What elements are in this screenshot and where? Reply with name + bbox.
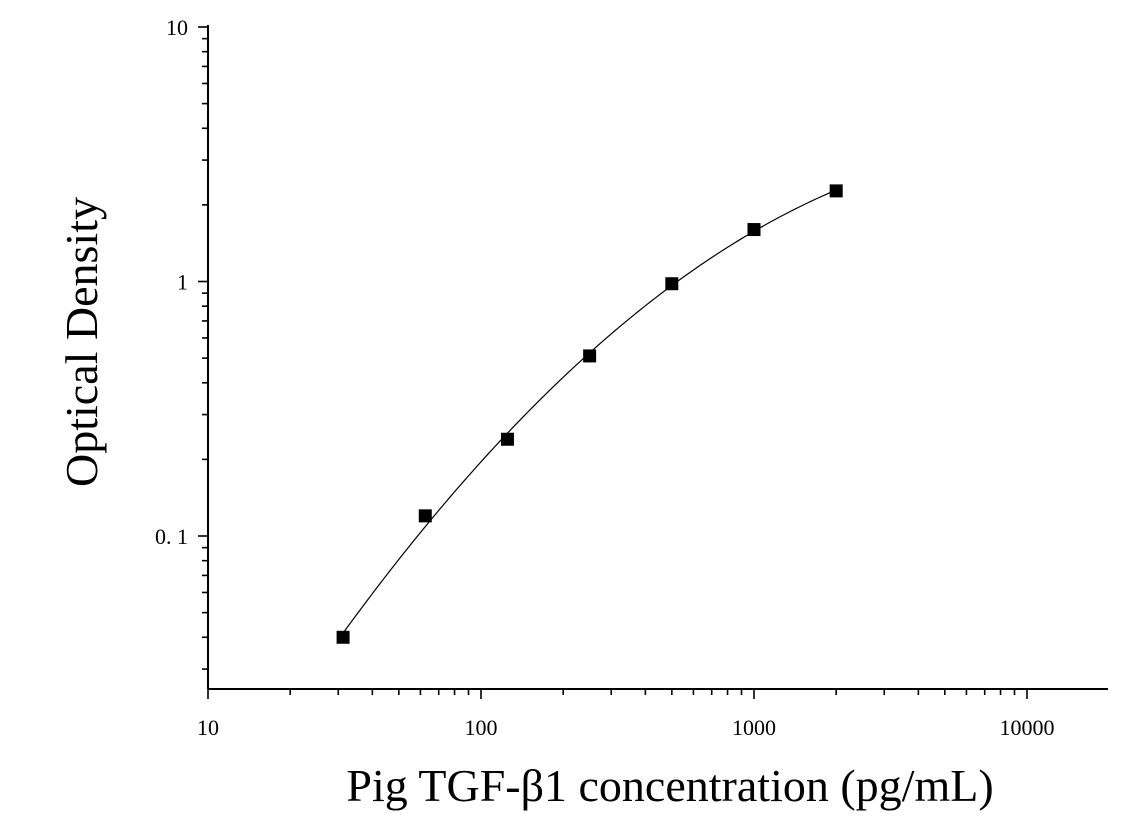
data-point [336,630,350,644]
x-tick-label: 100 [465,715,498,740]
axes: 0. 1 1 10 10 100 1000 10000 [155,15,1108,740]
data-point [747,223,761,237]
data-point [500,432,514,446]
y-axis-ticks: 0. 1 1 10 [155,15,208,670]
data-point [418,509,432,523]
data-point [665,277,679,291]
x-tick-label: 10 [197,715,219,740]
y-tick-label: 0. 1 [155,524,188,549]
x-tick-label: 10000 [1000,715,1055,740]
x-axis-title: Pig TGF-β1 concentration (pg/mL) [346,760,993,811]
y-tick-label: 1 [177,270,188,295]
data-points [336,184,843,644]
x-axis-ticks: 10 100 1000 10000 [197,689,1055,740]
x-tick-label: 1000 [732,715,776,740]
y-tick-label: 10 [166,15,188,40]
y-axis-title: Optical Density [56,197,107,487]
data-point [829,184,843,198]
data-point [583,349,597,363]
fit-curve [342,189,837,634]
